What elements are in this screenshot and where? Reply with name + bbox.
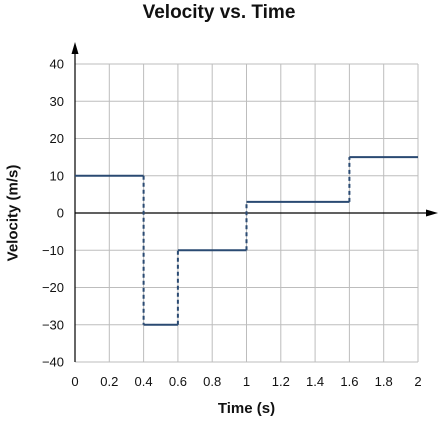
y-tick-label: −40	[42, 355, 64, 370]
x-tick-label: 0	[71, 374, 78, 389]
y-tick-label: −20	[42, 280, 64, 295]
tick-labels: 0 0.2 0.4 0.6 0.8 1 1.2 1.4 1.6 1.8 2 −40 −30 −20 −10 0…	[42, 57, 422, 390]
chart-title: Velocity vs. Time	[142, 2, 296, 23]
x-axis-label: Time (s)	[217, 400, 276, 417]
y-tick-label: −10	[42, 243, 64, 258]
axes	[71, 42, 438, 362]
x-tick-label: 0.4	[135, 374, 153, 389]
x-tick-label: 1.6	[340, 374, 358, 389]
y-tick-label: 0	[57, 206, 64, 221]
y-tick-label: 40	[50, 57, 64, 72]
series	[75, 156, 418, 326]
x-tick-label: 0.2	[100, 374, 118, 389]
x-tick-label: 0.6	[169, 374, 187, 389]
y-axis-label: Velocity (m/s)	[4, 164, 22, 262]
x-tick-label: 1.8	[375, 374, 393, 389]
x-tick-label: 1.2	[272, 374, 290, 389]
y-axis-arrow	[71, 42, 79, 54]
x-tick-label: 1.4	[306, 374, 324, 389]
x-axis-arrow	[426, 209, 438, 217]
x-tick-label: 2	[414, 374, 421, 389]
y-tick-label: 10	[50, 168, 64, 183]
x-tick-label: 1	[243, 374, 250, 389]
y-tick-label: −30	[42, 317, 64, 332]
y-tick-label: 20	[50, 131, 64, 146]
x-tick-label: 0.8	[203, 374, 221, 389]
y-tick-label: 30	[50, 94, 64, 109]
